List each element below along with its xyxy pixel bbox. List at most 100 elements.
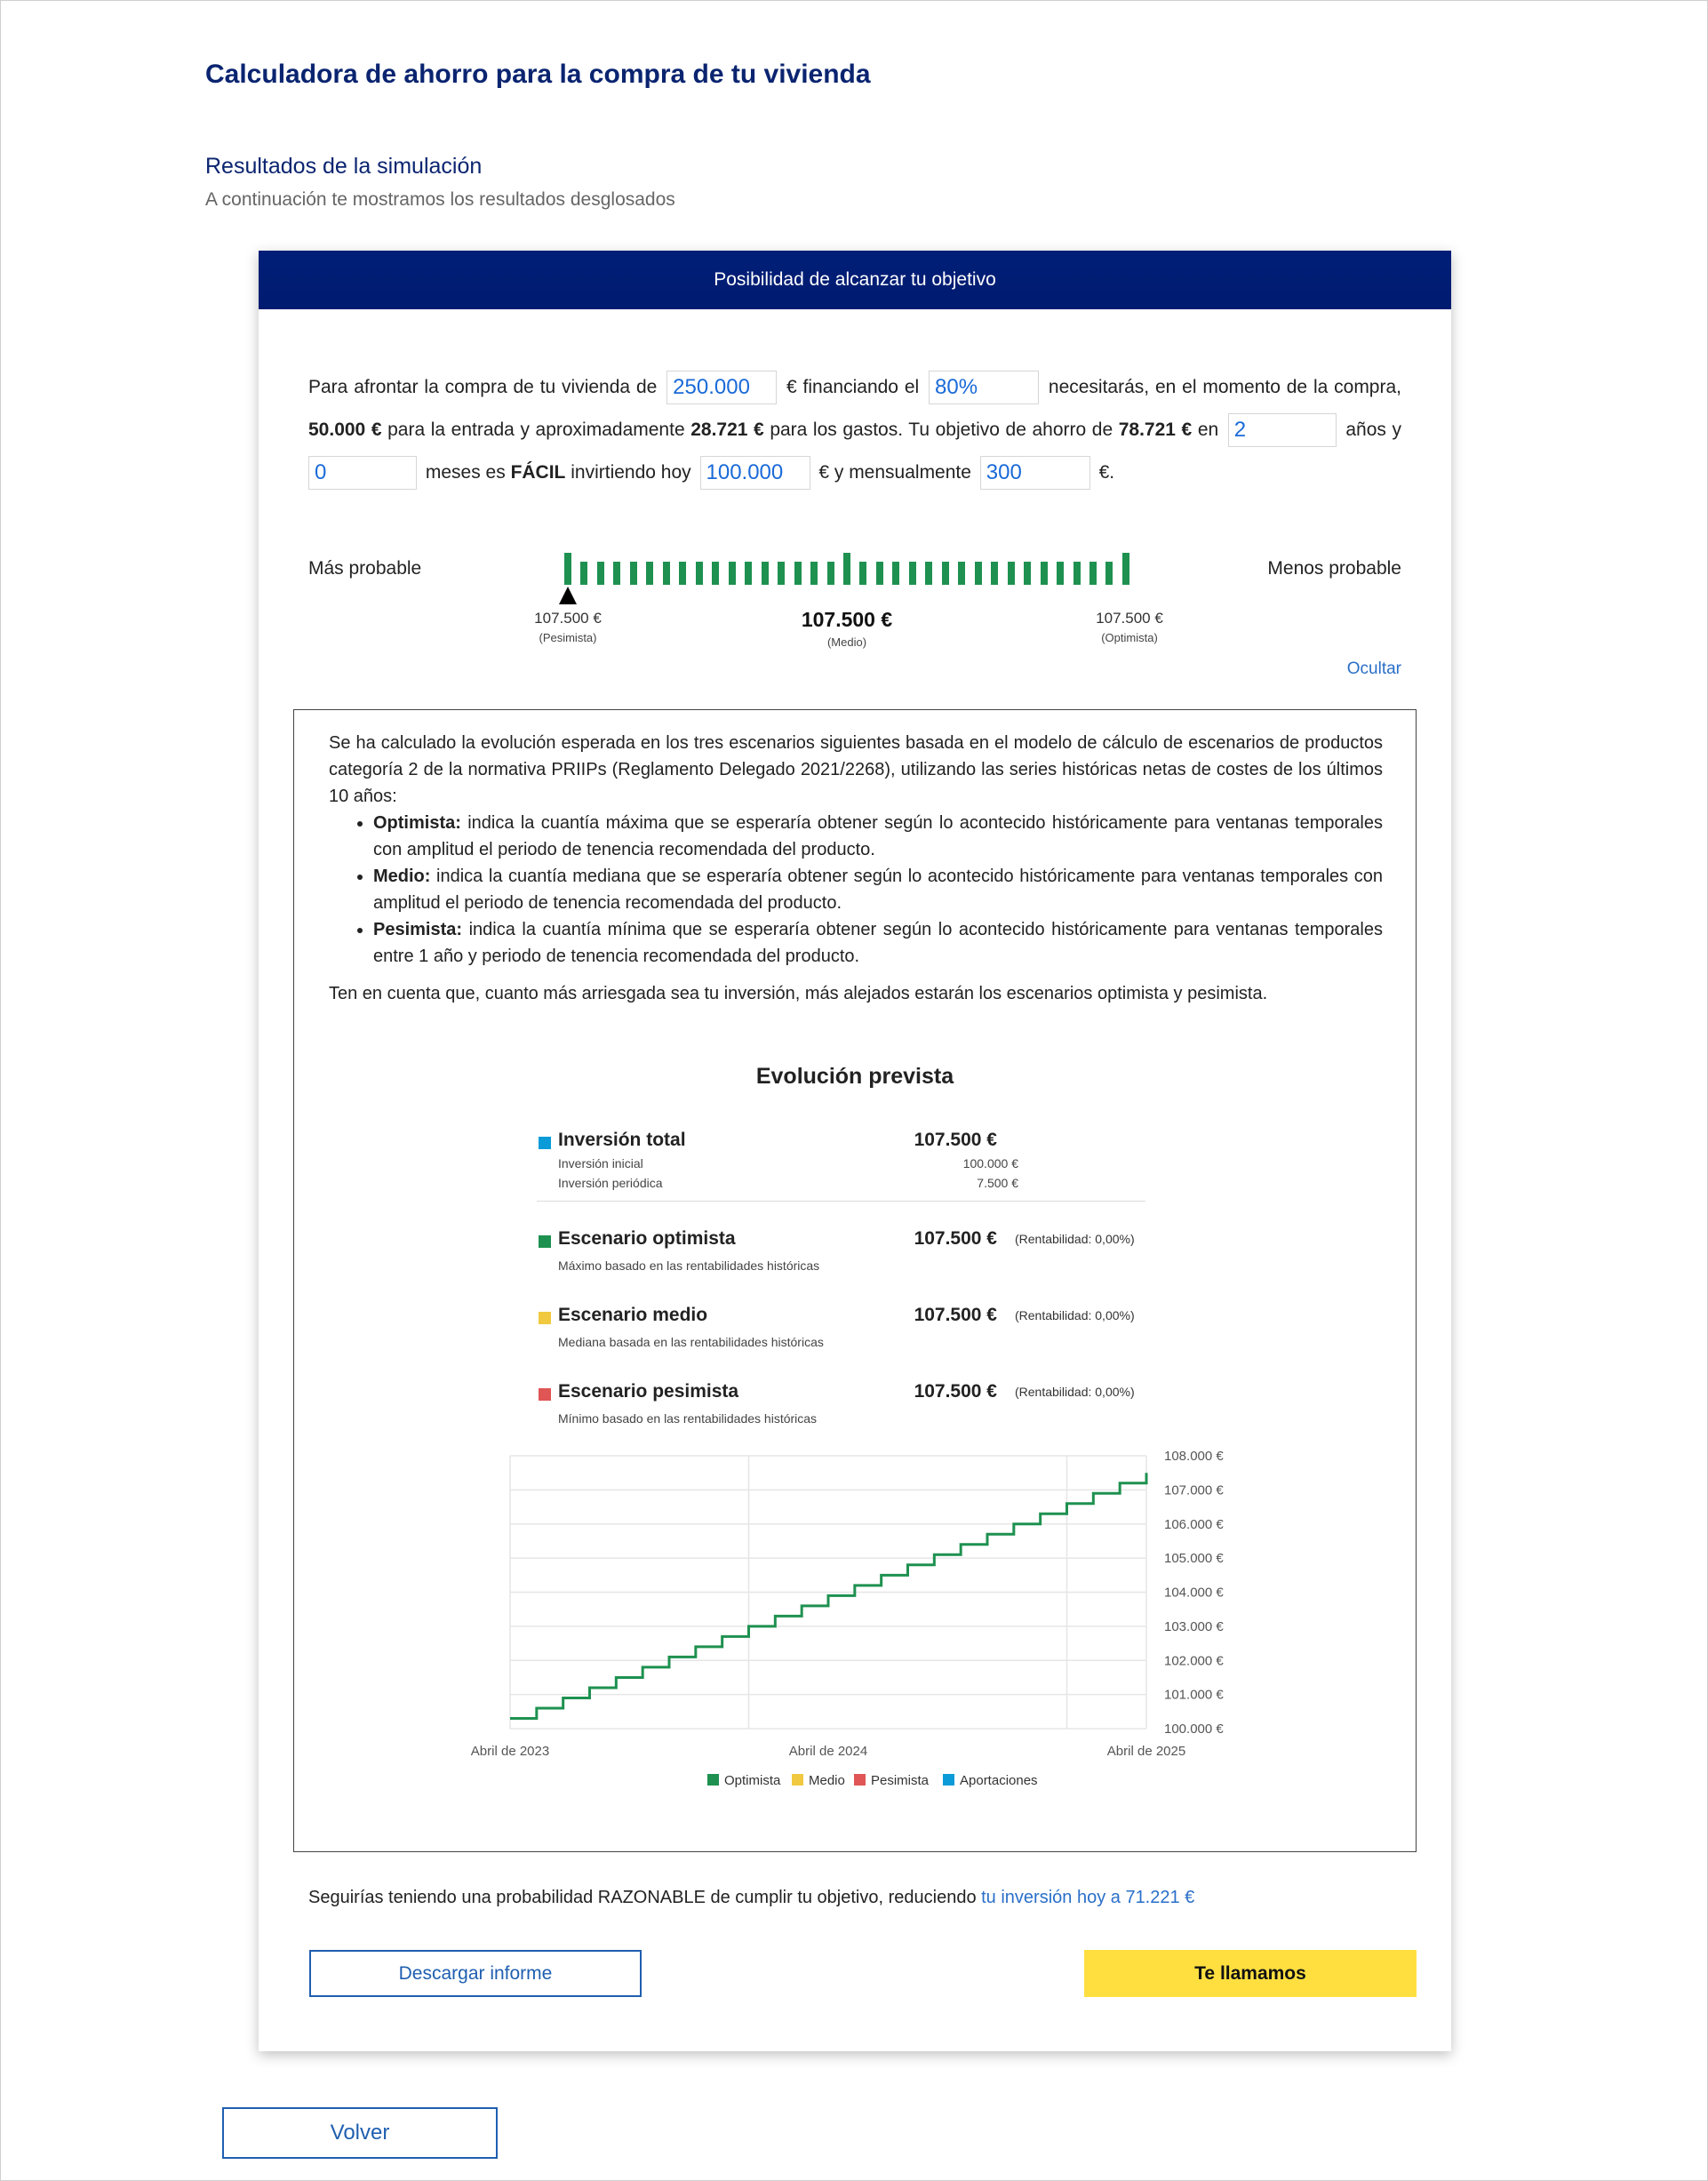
y-tick-label: 100.000 € — [1164, 1722, 1224, 1737]
price-input[interactable]: 250.000 — [666, 371, 778, 405]
monthly-input[interactable]: 300 — [979, 456, 1090, 491]
term: Pesimista: — [373, 920, 463, 939]
row-name: Inversión total — [558, 1130, 686, 1150]
scenario-description: Máximo basado en las rentabilidades hist… — [558, 1258, 820, 1273]
pesimista-value: 107.500 € (Pesimista) — [479, 610, 657, 644]
probability-bar — [1040, 562, 1048, 585]
scenario-color-swatch — [539, 1235, 551, 1248]
text: indica la cuantía mínima que se esperarí… — [373, 920, 1383, 966]
label: Inversión inicial — [558, 1156, 643, 1170]
back-button[interactable]: Volver — [222, 2107, 498, 2159]
probability-bar — [958, 562, 966, 585]
y-tick-label: 102.000 € — [1164, 1653, 1224, 1668]
scenario-return: (Rentabilidad: 0,00%) — [1015, 1232, 1135, 1246]
call-me-button[interactable]: Te llamamos — [1084, 1950, 1417, 1997]
probability-bar — [646, 562, 654, 585]
probability-bar — [761, 562, 769, 585]
difficulty-label: FÁCIL — [510, 462, 566, 483]
term: Medio: — [373, 867, 431, 886]
probability-bar — [712, 562, 720, 585]
legend-label: Aportaciones — [960, 1773, 1038, 1788]
scenario-row: Escenario pesimista 107.500 € (Rentabilida… — [537, 1381, 1145, 1426]
text: Para afrontar la compra de tu vivienda d… — [308, 377, 658, 397]
row-value: 107.500 € — [914, 1130, 997, 1150]
probability-bars — [564, 553, 1129, 585]
initial-investment-input[interactable]: 100.000 — [699, 456, 810, 491]
probability-bar — [974, 562, 982, 585]
scenario-value: 107.500 € — [914, 1305, 997, 1325]
probability-bar — [679, 562, 687, 585]
marker-arrow-icon — [559, 587, 577, 604]
value: 107.500 € — [1096, 610, 1163, 627]
value: 107.500 € — [534, 610, 602, 627]
probability-bar — [629, 562, 637, 585]
x-tick-label: Abril de 2023 — [471, 1744, 549, 1759]
expenses-amount: 28.721 € — [690, 419, 764, 440]
y-tick-label: 108.000 € — [1164, 1449, 1224, 1464]
probability-bar — [662, 562, 670, 585]
legend-swatch — [707, 1774, 719, 1786]
years-input[interactable]: 2 — [1227, 413, 1337, 448]
summary-table: Inversión total 107.500 € Inversión inic… — [537, 1130, 1145, 1426]
recommendation-text: Seguirías teniendo una probabilidad RAZO… — [308, 1888, 1194, 1908]
text: en — [1197, 419, 1219, 440]
probability-bar — [1121, 553, 1129, 585]
hide-link[interactable]: Ocultar — [1346, 659, 1401, 678]
probability-bar — [941, 562, 949, 585]
medio-value: 107.500 € (Medio) — [758, 608, 936, 649]
probability-bar — [745, 562, 753, 585]
y-tick-label: 106.000 € — [1164, 1517, 1224, 1532]
text: para los gastos. Tu objetivo de ahorro d… — [770, 419, 1113, 440]
evolution-chart: 100.000 € 101.000 € 102.000 € 103.000 € 104.… — [471, 1449, 1225, 1788]
savings-sentence: Para afrontar la compra de tu vivienda d… — [308, 366, 1401, 494]
y-tick-label: 105.000 € — [1164, 1551, 1224, 1566]
text: necesitarás, en el momento de la compra, — [1048, 377, 1401, 397]
scenario-return: (Rentabilidad: 0,00%) — [1015, 1385, 1135, 1399]
value: 7.500 € — [977, 1176, 1018, 1190]
financing-input[interactable]: 80% — [929, 371, 1040, 405]
probability-bar — [794, 562, 802, 585]
probability-bar — [613, 562, 621, 585]
list-item: Pesimista: indica la cuantía mínima que … — [373, 916, 1383, 970]
probability-bar — [859, 562, 867, 585]
probability-bar — [1089, 562, 1097, 585]
scenario-row: Escenario optimista 107.500 € (Rentabilida… — [537, 1228, 1145, 1273]
y-tick-label: 104.000 € — [1164, 1586, 1224, 1601]
probability-bar — [842, 553, 850, 585]
initial-row: Inversión inicial 100.000 € — [558, 1156, 1145, 1176]
probability-bar — [991, 562, 999, 585]
text: años y — [1345, 419, 1401, 440]
y-tick-label: 101.000 € — [1164, 1688, 1224, 1703]
months-input[interactable]: 0 — [308, 456, 417, 491]
intro-text: Se ha calculado la evolución esperada en… — [329, 733, 1383, 806]
total-row: Inversión total 107.500 € — [537, 1130, 1145, 1156]
scenario-color-swatch — [539, 1388, 551, 1401]
text: € financiando el — [786, 377, 920, 397]
label: (Optimista) — [1101, 631, 1158, 644]
probability-bar — [826, 562, 834, 585]
chart-title: Evolución prevista — [755, 1064, 954, 1089]
scenario-return: (Rentabilidad: 0,00%) — [1015, 1308, 1135, 1322]
series-line-optimista — [510, 1473, 1148, 1720]
probability-bar — [1057, 562, 1065, 585]
probability-bar — [596, 562, 604, 585]
probability-bar — [875, 562, 883, 585]
divider — [537, 1201, 1145, 1202]
explanation-box: Se ha calculado la evolución esperada en… — [293, 709, 1417, 1852]
probability-bar — [1024, 562, 1032, 585]
probability-bar — [564, 553, 571, 585]
page-title: Calculadora de ahorro para la compra de … — [205, 60, 871, 89]
scenario-name: Escenario medio — [558, 1305, 708, 1325]
entry-amount: 50.000 € — [308, 419, 382, 440]
text: invirtiendo hoy — [571, 462, 691, 483]
results-card: Posibilidad de alcanzar tu objetivo Para… — [259, 251, 1451, 2051]
download-report-button[interactable]: Descargar informe — [309, 1950, 642, 1997]
scenario-name: Escenario pesimista — [558, 1381, 739, 1402]
probability-bar — [925, 562, 933, 585]
scenario-name: Escenario optimista — [558, 1228, 736, 1249]
reduce-investment-link[interactable]: tu inversión hoy a 71.221 € — [981, 1888, 1195, 1907]
x-tick-label: Abril de 2025 — [1107, 1744, 1185, 1759]
legend-swatch — [943, 1774, 954, 1786]
scenario-value: 107.500 € — [914, 1381, 997, 1402]
periodic-row: Inversión periódica 7.500 € — [558, 1176, 1145, 1195]
